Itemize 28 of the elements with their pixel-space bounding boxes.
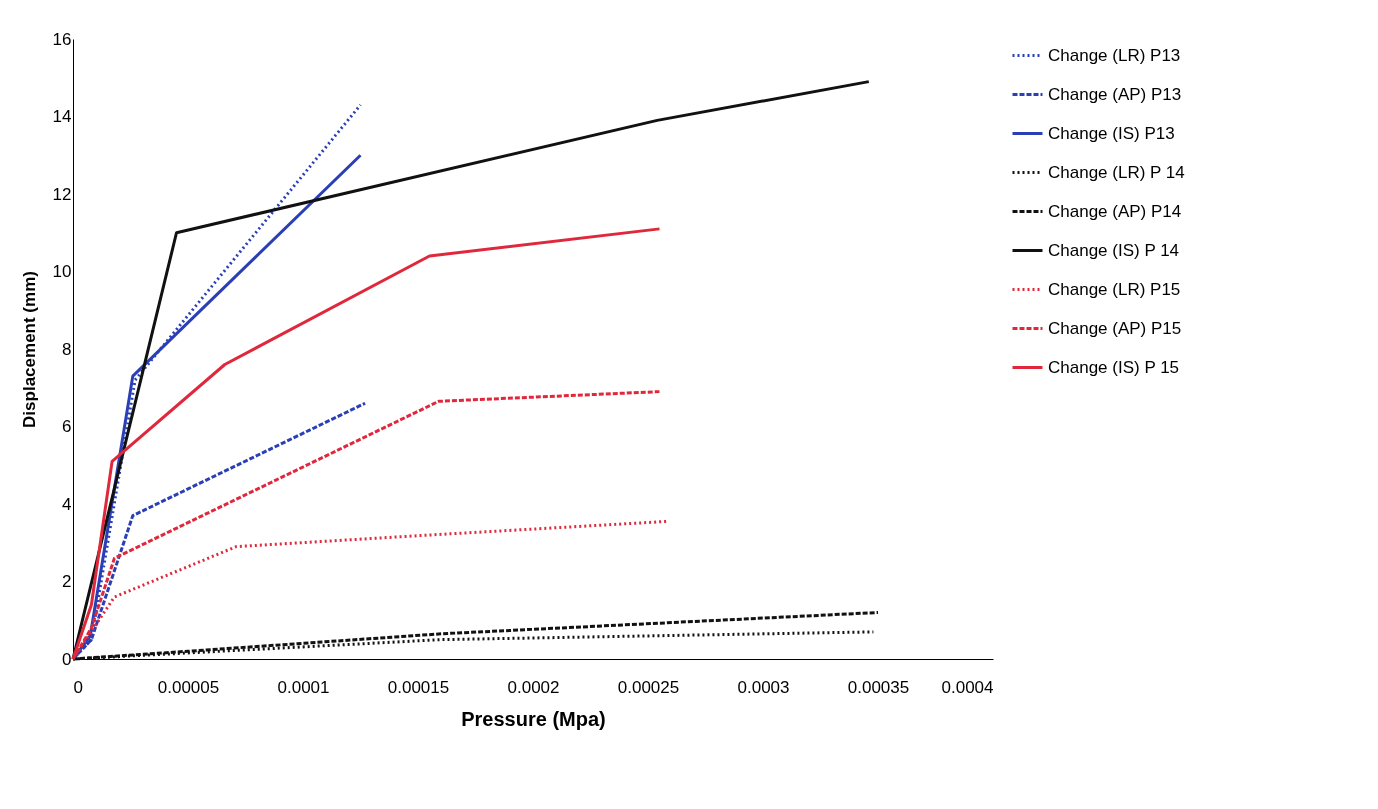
- y-tick-label: 8: [62, 339, 72, 359]
- x-tick-label: 0.00005: [157, 677, 220, 697]
- y-tick-label: 10: [52, 262, 72, 281]
- x-axis-title: Pressure (Mpa): [461, 707, 606, 730]
- y-tick-label: 12: [52, 184, 72, 204]
- y-tick-label: 2: [62, 572, 72, 591]
- y-tick-label: 0: [62, 649, 72, 669]
- legend-label: Change (IS) P 14: [1048, 240, 1180, 260]
- x-tick-label: 0.0001: [277, 677, 330, 697]
- y-tick-label: 14: [52, 107, 72, 126]
- legend-label: Change (AP) P14: [1048, 201, 1182, 221]
- y-axis-title: Displacement (mm): [19, 271, 39, 428]
- x-tick-label: 0.00035: [847, 677, 910, 697]
- legend-label: Change (LR) P13: [1048, 45, 1181, 65]
- legend-label: Change (LR) P15: [1048, 279, 1181, 299]
- y-tick-label: 16: [52, 29, 72, 49]
- legend-label: Change (LR) P 14: [1048, 162, 1185, 182]
- y-tick-label: 4: [62, 494, 72, 514]
- x-tick-label: 0.0004: [941, 677, 994, 697]
- legend-label: Change (AP) P13: [1048, 84, 1182, 104]
- x-tick-label: 0.0003: [737, 677, 790, 697]
- legend-label: Change (IS) P13: [1048, 123, 1175, 143]
- x-tick-label: 0.00015: [387, 677, 450, 697]
- y-tick-label: 6: [62, 417, 72, 436]
- legend-label: Change (IS) P 15: [1048, 357, 1180, 377]
- x-tick-label: 0.0002: [507, 677, 560, 697]
- legend-label: Change (AP) P15: [1048, 318, 1182, 338]
- x-tick-label: 0.00025: [617, 677, 680, 697]
